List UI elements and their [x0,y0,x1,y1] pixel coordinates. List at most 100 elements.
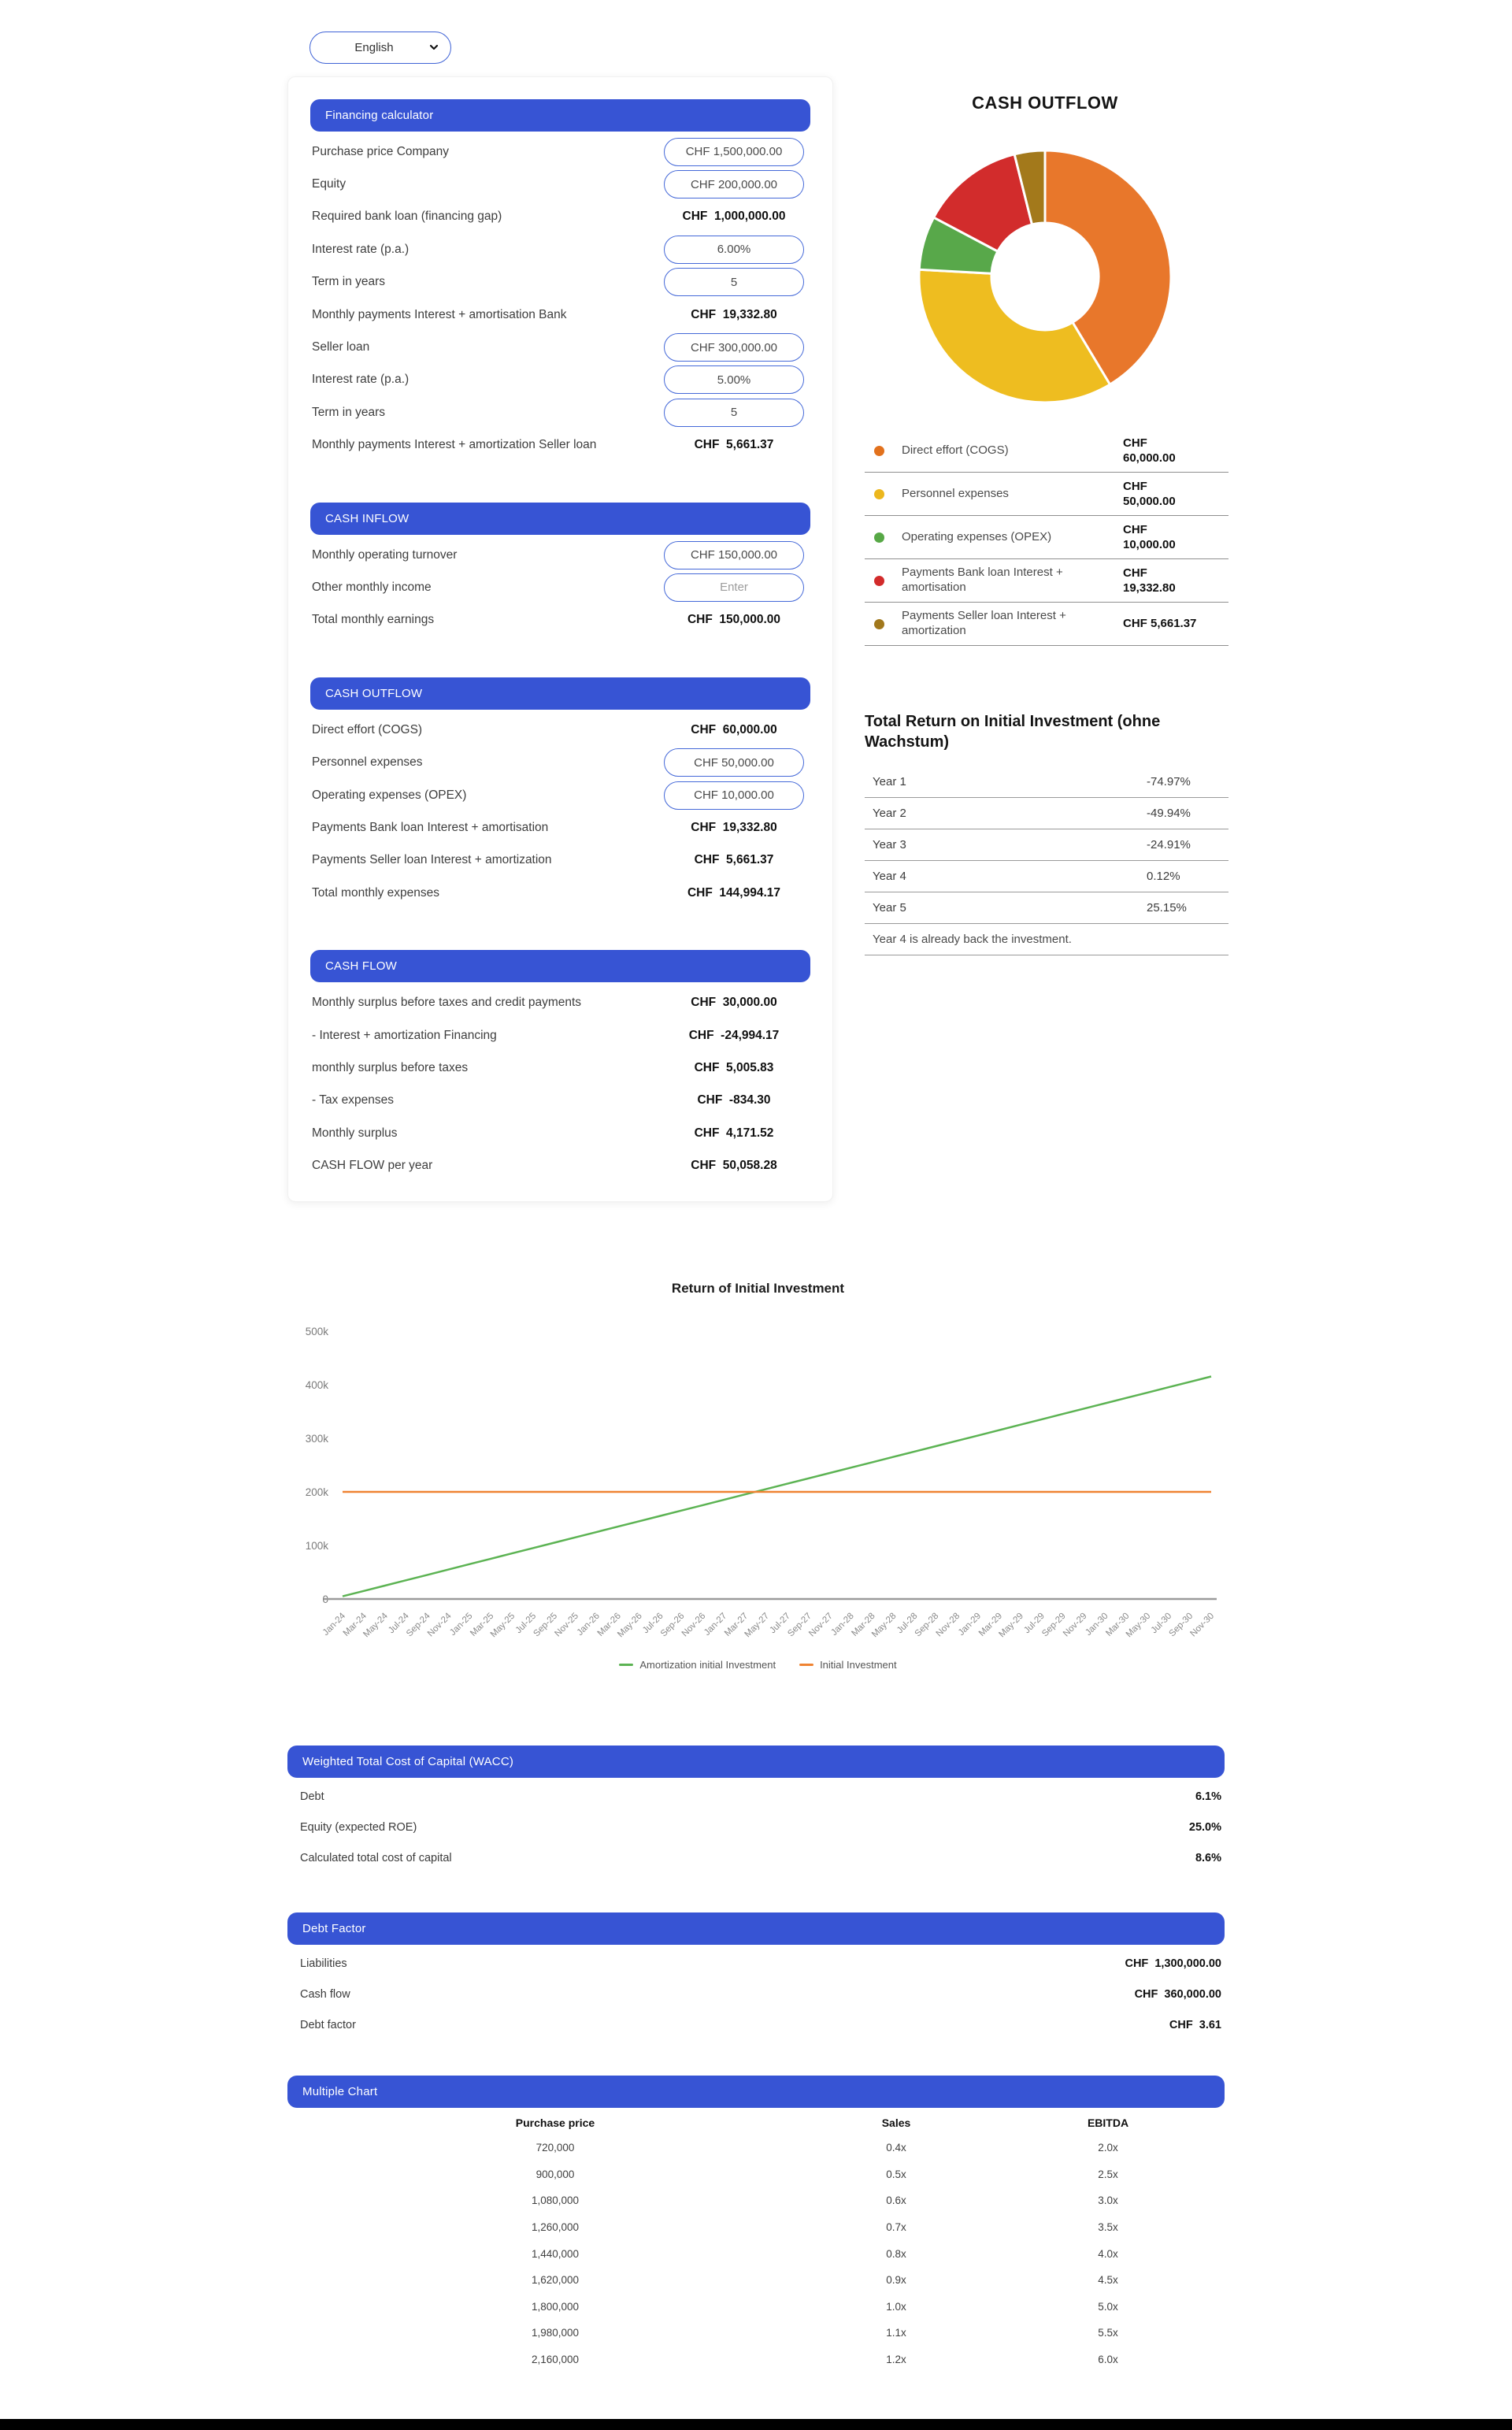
calculator-row: Direct effort (COGS) CHF 60,000.00 [310,714,810,746]
section-financing-calculator: Financing calculator Purchase price Comp… [310,99,810,462]
ebitda-cell: 2.0x [1098,2142,1118,2154]
calculator-card: Financing calculator Purchase price Comp… [287,76,833,1202]
computed-value: CHF 19,332.80 [691,820,777,834]
calculator-row: - Tax expenses CHF -834.30 [310,1085,810,1117]
legend-item: Direct effort (COGS) CHF 60,000.00 [865,429,1228,473]
sales-cell: 0.7x [886,2221,906,2234]
row-label: Equity [312,177,346,191]
sales-cell: 1.1x [886,2327,906,2339]
year-value: 25.15% [1147,901,1187,914]
year-label: Year 3 [873,838,906,851]
table-row: 720,000 0.4x 2.0x [287,2135,1225,2161]
sales-cell: 0.8x [886,2247,906,2260]
row-label: Monthly payments Interest + amortisation… [312,307,567,321]
calculator-row: Equity [310,168,810,200]
multiple-chart-section: Multiple Chart Purchase price Sales EBIT… [287,2076,1225,2372]
purchase-price-cell: 1,620,000 [531,2274,580,2287]
value-input[interactable] [664,573,804,602]
x-tick-label: Nov-29 [1062,1612,1089,1639]
language-select[interactable]: English [309,32,451,64]
table-row: 900,000 0.5x 2.5x [287,2161,1225,2188]
value-input[interactable] [664,268,804,297]
computed-value: CHF 30,000.00 [691,996,777,1010]
value-input[interactable] [664,235,804,264]
row-label: Direct effort (COGS) [312,722,423,736]
purchase-price-cell: 900,000 [536,2168,575,2180]
donut-slice [917,268,1111,404]
row-label: Liabilities [300,1957,347,1970]
total-return-row: Year 5 25.15% [865,892,1228,924]
debt-factor-section: Debt Factor Liabilities CHF 1,300,000.00… [287,1912,1225,2040]
column-header-purchase-price: Purchase price [515,2117,595,2129]
table-row: 1,260,000 0.7x 3.5x [287,2214,1225,2241]
computed-value: CHF 144,994.17 [687,885,781,900]
row-value: CHF 3.61 [1169,2018,1221,2031]
value-input[interactable] [664,170,804,199]
computed-value: CHF 50,058.28 [691,1159,777,1173]
calculator-row: Required bank loan (financing gap) CHF 1… [310,201,810,233]
row-label: Interest rate (p.a.) [312,242,410,256]
section-header-cash-inflow: CASH INFLOW [310,502,810,535]
row-label: Cash flow [300,1987,350,2001]
value-input[interactable] [664,333,804,362]
calculator-row: Monthly surplus before taxes and credit … [310,986,810,1018]
calculator-row: Interest rate (p.a.) [310,233,810,265]
wacc-row: Calculated total cost of capital 8.6% [287,1842,1225,1873]
legend-label: Amortization initial Investment [639,1659,776,1671]
legend-color-dot-icon [874,618,884,629]
year-label: Year 5 [873,901,906,914]
section-header-wacc: Weighted Total Cost of Capital (WACC) [287,1746,1225,1778]
x-tick-label: Nov-30 [1188,1612,1216,1639]
value-input[interactable] [664,137,804,166]
table-row: 2,160,000 1.2x 6.0x [287,2347,1225,2373]
legend-value: CHF 10,000.00 [1123,522,1176,552]
section-cash-outflow: CASH OUTFLOW Direct effort (COGS) CHF 60… [310,677,810,909]
purchase-price-cell: 1,260,000 [531,2221,580,2234]
year-value: -74.97% [1147,775,1191,788]
x-tick-label: May-24 [361,1611,390,1639]
calculator-row: Monthly surplus CHF 4,171.52 [310,1117,810,1149]
value-input[interactable] [664,365,804,395]
donut-svg [917,149,1173,404]
column-header-sales: Sales [881,2117,911,2129]
legend-item: Payments Seller loan Interest + amortiza… [865,603,1228,646]
purchase-price-cell: 1,800,000 [531,2300,580,2313]
row-label: Purchase price Company [312,144,450,158]
total-return-note: Year 4 is already back the investment. [865,924,1228,955]
value-input[interactable] [664,540,804,569]
cash-outflow-rows: Direct effort (COGS) CHF 60,000.00 Perso… [310,714,810,909]
value-input[interactable] [664,398,804,427]
ebitda-cell: 4.0x [1098,2247,1118,2260]
legend-item: Personnel expenses CHF 50,000.00 [865,473,1228,516]
calculator-row: Total monthly earnings CHF 150,000.00 [310,604,810,636]
calculator-row: Purchase price Company [310,135,810,168]
purchase-price-cell: 1,980,000 [531,2327,580,2339]
wacc-section: Weighted Total Cost of Capital (WACC) De… [287,1746,1225,1873]
calculator-row: Monthly payments Interest + amortisation… [310,299,810,331]
calculator-row: Other monthly income [310,571,810,603]
legend-value: CHF 19,332.80 [1123,566,1176,595]
calculator-row: - Interest + amortization Financing CHF … [310,1019,810,1052]
line-chart-title: Return of Initial Investment [671,1281,845,1296]
computed-value: CHF -834.30 [697,1093,771,1107]
value-input[interactable] [664,748,804,777]
row-label: monthly surplus before taxes [312,1060,469,1074]
legend-label: Payments Seller loan Interest + amortiza… [902,609,1066,637]
year-value: -49.94% [1147,807,1191,820]
sales-cell: 1.0x [886,2300,906,2313]
cash-outflow-donut-chart [915,147,1175,406]
value-input[interactable] [664,781,804,810]
legend-item: Operating expenses (OPEX) CHF 10,000.00 [865,516,1228,559]
table-row: 1,620,000 0.9x 4.5x [287,2267,1225,2294]
sales-cell: 1.2x [886,2354,906,2366]
legend-color-dot-icon [874,488,884,499]
row-label: - Tax expenses [312,1093,394,1107]
calculator-row: Payments Seller loan Interest + amortiza… [310,844,810,877]
x-tick-label: Nov-28 [935,1612,962,1639]
series-line-amortization [342,1375,1212,1597]
total-return-table: Year 1 -74.97% Year 2 -49.94% Year 3 -24… [865,766,1228,924]
year-label: Year 2 [873,807,906,820]
row-label: Total monthly earnings [312,613,435,627]
y-tick-label: 500k [306,1326,329,1337]
